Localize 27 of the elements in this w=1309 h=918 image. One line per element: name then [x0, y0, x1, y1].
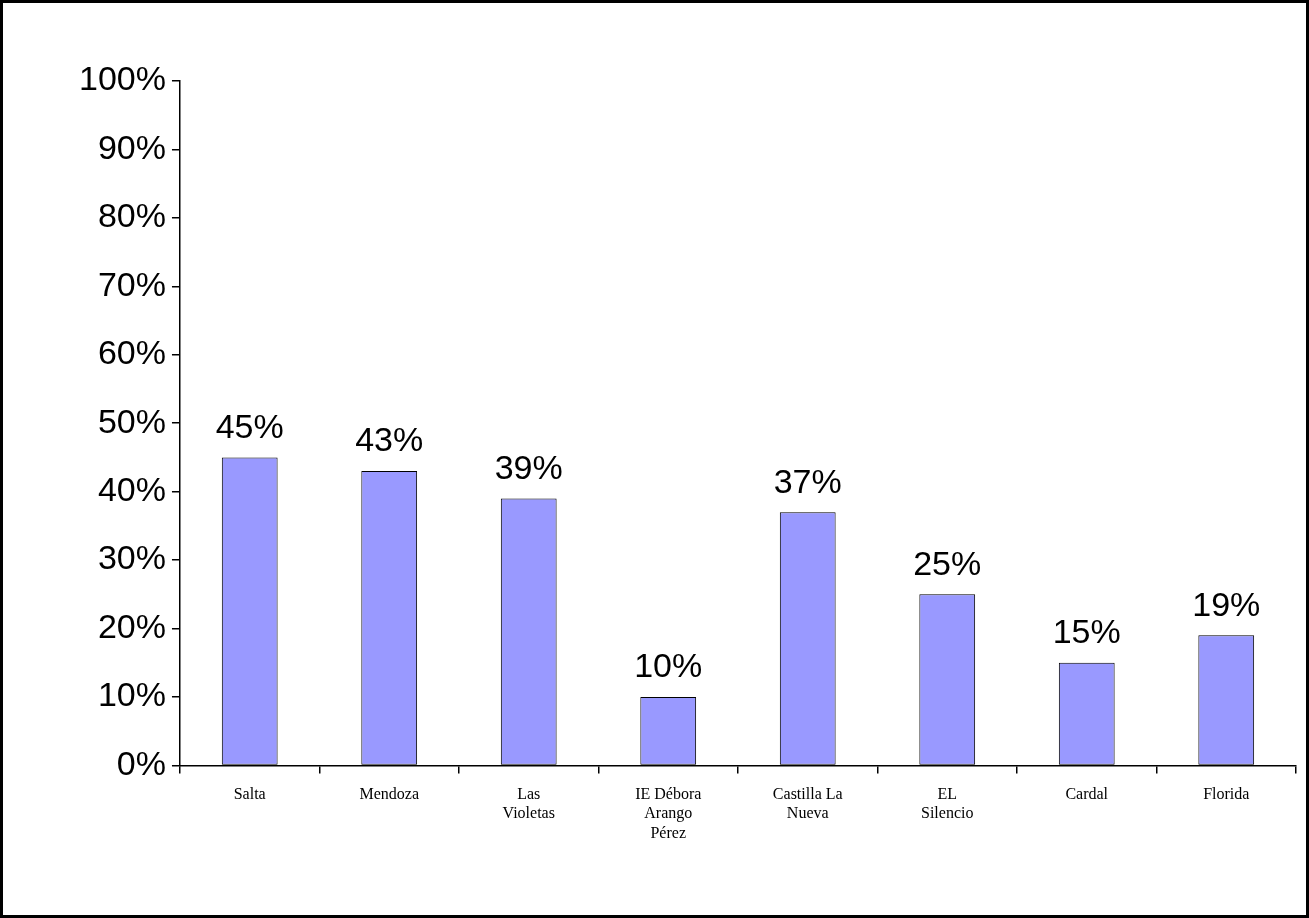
data-label: 37%: [773, 461, 842, 500]
x-tick-label: Salta: [233, 785, 266, 803]
y-tick-label: 40%: [97, 470, 166, 509]
x-tick-label: Castilla La Nueva: [772, 785, 843, 822]
y-tick-label: 30%: [97, 538, 166, 577]
data-label: 43%: [355, 420, 424, 459]
y-tick-label: 50%: [97, 401, 166, 440]
y-tick-label: 60%: [97, 333, 166, 372]
y-tick-label: 20%: [97, 606, 166, 645]
x-tick-label: EL Silencio: [921, 785, 974, 822]
data-label: 15%: [1052, 612, 1121, 651]
y-tick-label: 100%: [78, 59, 166, 98]
data-label: 10%: [634, 646, 703, 685]
x-tick-label: Florida: [1203, 785, 1250, 803]
y-tick-label: 90%: [97, 127, 166, 166]
x-tick-label: Mendoza: [359, 785, 419, 803]
y-tick-label: 70%: [97, 264, 166, 303]
y-tick-label: 10%: [97, 675, 166, 714]
y-tick-label: 0%: [116, 743, 166, 782]
data-label: 45%: [215, 406, 284, 445]
x-tick-label: Las Violetas: [502, 785, 555, 822]
x-tick-label: Cardal: [1065, 785, 1109, 803]
x-tick-label: IE Débora Arango Pérez: [635, 785, 702, 841]
data-label: 19%: [1192, 584, 1261, 623]
y-tick-label: 80%: [97, 196, 166, 235]
data-label: 25%: [913, 543, 982, 582]
data-label: 39%: [494, 447, 563, 486]
